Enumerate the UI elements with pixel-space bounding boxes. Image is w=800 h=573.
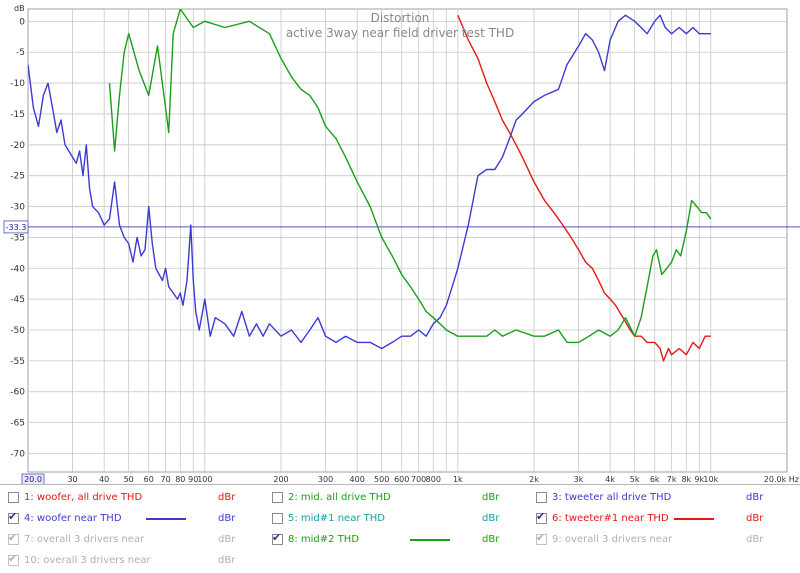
- series-line: [28, 14, 711, 350]
- x-tick-label: 50: [124, 475, 134, 484]
- legend-line-swatch: [410, 539, 450, 541]
- legend-checkbox: ✔: [8, 552, 19, 566]
- legend-label: 10: overall 3 drivers near: [24, 555, 151, 566]
- legend-row: 1: woofer, all drive THD dBr 2: mid. all d…: [0, 488, 800, 510]
- series-line: [108, 9, 712, 344]
- legend-panel: 1: woofer, all drive THD dBr 2: mid. all d…: [0, 484, 800, 573]
- x-tick-label: 100: [197, 475, 212, 484]
- legend-checkbox[interactable]: ✔: [536, 510, 547, 524]
- x-tick-label: 80: [175, 475, 185, 484]
- legend-label: 4: woofer near THD: [24, 513, 122, 524]
- legend-unit: dBr: [746, 534, 764, 545]
- x-tick-label: 10k: [703, 475, 718, 484]
- x-tick-label: 5k: [630, 475, 640, 484]
- legend-label: 6: tweeter#1 near THD: [552, 513, 669, 524]
- y-tick-label: -15: [10, 110, 25, 120]
- x-tick-label: 9k: [694, 475, 704, 484]
- x-tick-label: 7k: [667, 475, 677, 484]
- checkmark-icon: ✔: [8, 510, 18, 523]
- legend-checkbox: ✔: [536, 531, 547, 545]
- legend-unit: dBr: [218, 555, 236, 566]
- legend-checkbox[interactable]: [8, 492, 19, 503]
- checkmark-icon: ✔: [8, 531, 18, 544]
- legend-unit: dBr: [746, 492, 764, 503]
- x-tick-label: 400: [350, 475, 365, 484]
- chart-subtitle: active 3way near field driver test THD: [286, 26, 514, 40]
- x-end-label: 20.0k Hz: [764, 475, 799, 484]
- plot-area: [27, 8, 788, 473]
- reference-line-box: [3, 220, 29, 234]
- legend-label: 1: woofer, all drive THD: [24, 492, 143, 503]
- legend-checkbox[interactable]: [272, 513, 283, 524]
- legend-checkbox[interactable]: [536, 492, 547, 503]
- series-line: [457, 14, 711, 362]
- checkmark-icon: ✔: [8, 552, 18, 565]
- y-tick-label: -25: [10, 172, 25, 182]
- x-tick-label: 200: [273, 475, 288, 484]
- legend-checkbox[interactable]: ✔: [272, 531, 283, 545]
- y-tick-label: -65: [10, 419, 25, 429]
- x-tick-label: 40: [99, 475, 109, 484]
- y-tick-label: -30: [10, 203, 25, 213]
- x-tick-label: 500: [374, 475, 389, 484]
- legend-unit: dBr: [482, 492, 500, 503]
- y-tick-label: -35: [10, 233, 25, 243]
- y-axis-label: dB: [14, 4, 25, 13]
- x-tick-label: 3k: [574, 475, 584, 484]
- legend-unit: dBr: [482, 513, 500, 524]
- y-tick-label: -10: [10, 79, 25, 89]
- x-tick-label: 1k: [453, 475, 463, 484]
- legend-row: ✔ 7: overall 3 drivers near dBr ✔ 8: mid#2 T…: [0, 530, 800, 552]
- x-tick-label: 6k: [650, 475, 660, 484]
- y-tick-label: -20: [10, 141, 25, 151]
- x-tick-label: 70: [161, 475, 171, 484]
- legend-label: 2: mid. all drive THD: [288, 492, 391, 503]
- legend-label: 5: mid#1 near THD: [288, 513, 385, 524]
- legend-line-swatch: [146, 518, 186, 520]
- x-tick-label: 8k: [681, 475, 691, 484]
- legend-label: 7: overall 3 drivers near: [24, 534, 145, 545]
- reference-line-label: -33.3: [6, 223, 27, 232]
- legend-label: 9: overall 3 drivers near: [552, 534, 673, 545]
- x-tick-label: 300: [318, 475, 333, 484]
- x-tick-label: 4k: [605, 475, 615, 484]
- legend-label: 3: tweeter all drive THD: [552, 492, 672, 503]
- y-tick-label: 0: [19, 17, 25, 27]
- y-tick-label: -70: [10, 449, 25, 459]
- y-tick-label: -5: [16, 48, 25, 58]
- legend-unit: dBr: [746, 513, 764, 524]
- checkmark-icon: ✔: [536, 510, 546, 523]
- x-tick-label: 700: [411, 475, 426, 484]
- legend-checkbox[interactable]: ✔: [8, 510, 19, 524]
- x-tick-label: 600: [394, 475, 409, 484]
- chart-title: Distortion: [371, 11, 430, 25]
- x-tick-label: 90: [188, 475, 198, 484]
- legend-checkbox: ✔: [8, 531, 19, 545]
- legend-line-swatch: [674, 518, 714, 520]
- y-tick-label: -50: [10, 326, 25, 336]
- x-tick-label: 2k: [529, 475, 539, 484]
- y-tick-label: -55: [10, 357, 25, 367]
- legend-row: ✔ 10: overall 3 drivers near dBr: [0, 551, 800, 573]
- legend-checkbox[interactable]: [272, 492, 283, 503]
- x-tick-label: 30: [67, 475, 77, 484]
- legend-row: ✔ 4: woofer near THD dBr 5: mid#1 near THD d…: [0, 509, 800, 531]
- x-tick-label: 60: [144, 475, 154, 484]
- distortion-chart: 0 -5 -10 -15 -20 -25 -30 -35 -40 -45 -50 -55 -60 -65 -…: [3, 4, 800, 484]
- y-tick-label: -60: [10, 388, 25, 398]
- x-start-marker: [21, 473, 45, 484]
- checkmark-icon: ✔: [536, 531, 546, 544]
- y-tick-label: -40: [10, 264, 25, 274]
- legend-unit: dBr: [482, 534, 500, 545]
- x-tick-label: 800: [426, 475, 441, 484]
- y-tick-label: -45: [10, 295, 25, 305]
- legend-label: 8: mid#2 THD: [288, 534, 360, 545]
- legend-unit: dBr: [218, 534, 236, 545]
- legend-unit: dBr: [218, 492, 236, 503]
- checkmark-icon: ✔: [272, 531, 282, 544]
- legend-unit: dBr: [218, 513, 236, 524]
- x-start-label: 20.0: [24, 475, 42, 484]
